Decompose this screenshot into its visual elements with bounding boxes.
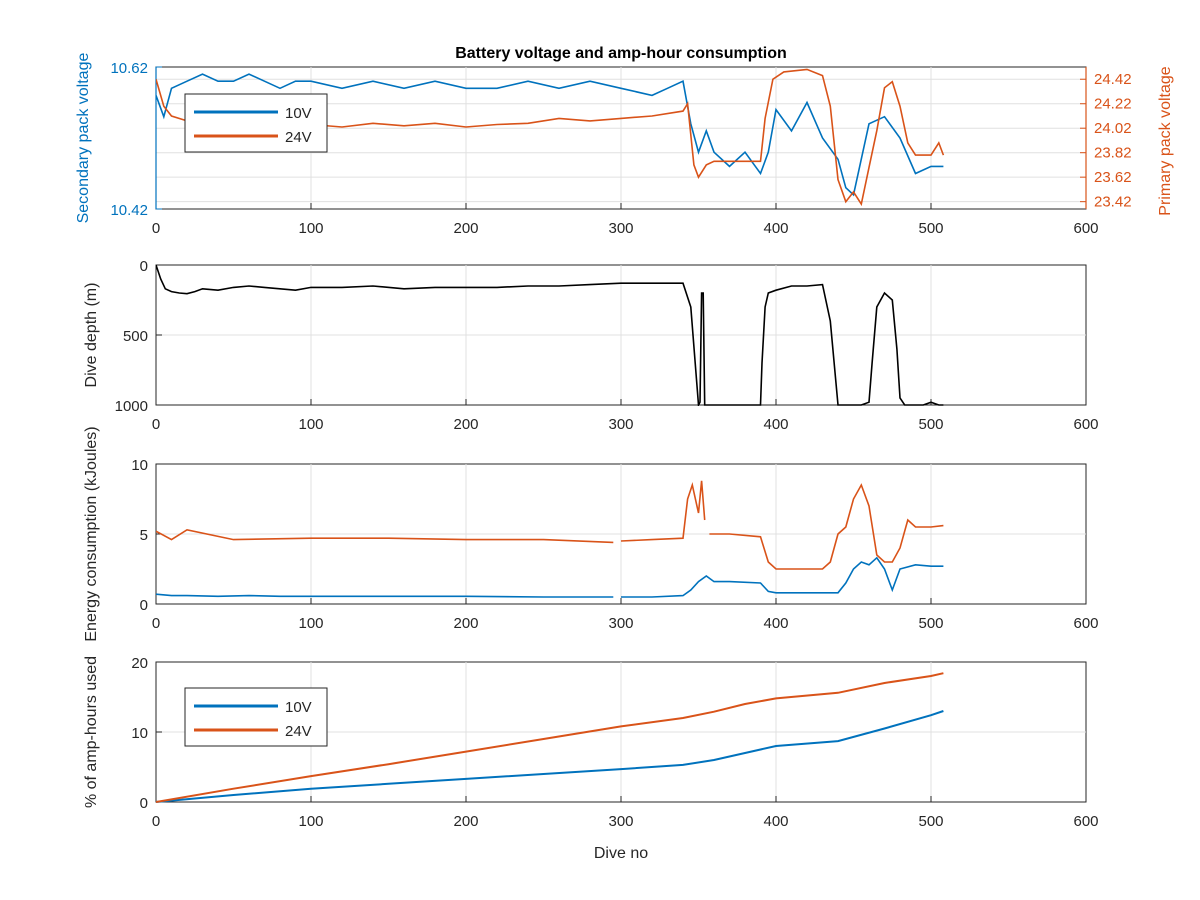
x-tick-label: 100 bbox=[298, 615, 323, 632]
series-line-24V-0 bbox=[156, 672, 944, 803]
x-tick-label: 400 bbox=[763, 615, 788, 632]
y-tick-label: 500 bbox=[123, 328, 148, 345]
x-tick-label: 600 bbox=[1073, 615, 1098, 632]
y-left-tick-label: 10.62 bbox=[110, 60, 148, 77]
x-tick-label: 0 bbox=[152, 220, 160, 237]
y-tick-label: 10 bbox=[131, 457, 148, 474]
y-tick-label: 1000 bbox=[115, 398, 148, 415]
series-line-depth-0 bbox=[156, 264, 944, 406]
y-axis-label: Dive depth (m) bbox=[83, 283, 100, 388]
x-axis-label: Dive no bbox=[594, 845, 648, 862]
x-tick-label: 0 bbox=[152, 615, 160, 632]
x-tick-label: 200 bbox=[453, 416, 478, 433]
axes-voltage: 0 100 200 300 400 500 600 10.42 10.62 23.42 23.62 2… bbox=[75, 45, 1174, 237]
x-tick-label: 600 bbox=[1073, 813, 1098, 830]
y-tick-label: 0 bbox=[140, 258, 148, 275]
legend-box bbox=[184, 93, 328, 153]
x-tick-label: 300 bbox=[608, 615, 633, 632]
x-tick-label: 300 bbox=[608, 220, 633, 237]
y-tick-label: 10 bbox=[131, 725, 148, 742]
x-tick-label: 100 bbox=[298, 416, 323, 433]
legend-label-24V: 24V bbox=[285, 723, 312, 740]
x-tick-label: 300 bbox=[608, 416, 633, 433]
x-tick-label: 0 bbox=[152, 813, 160, 830]
chart-title: Battery voltage and amp-hour consumption bbox=[455, 45, 787, 62]
series-line-24V-1 bbox=[620, 480, 706, 542]
x-tick-label: 100 bbox=[298, 813, 323, 830]
series-line-10V-1 bbox=[621, 556, 944, 598]
x-tick-label: 400 bbox=[763, 220, 788, 237]
y-tick-label: 0 bbox=[140, 597, 148, 614]
y-right-tick-label: 24.42 bbox=[1094, 71, 1132, 88]
axes-amphours: 0 100 200 300 400 500 600 0 10 20 % of amp-hours u… bbox=[83, 655, 1099, 862]
y-right-tick-label: 24.02 bbox=[1094, 120, 1132, 137]
y-axis-label: Energy consumption (kJoules) bbox=[83, 426, 100, 641]
y-right-tick-label: 24.22 bbox=[1094, 96, 1132, 113]
x-tick-label: 400 bbox=[763, 416, 788, 433]
legend-box bbox=[184, 687, 328, 747]
legend-label-10V: 10V bbox=[285, 105, 312, 122]
y-tick-label: 20 bbox=[131, 655, 148, 672]
x-tick-label: 200 bbox=[453, 220, 478, 237]
x-tick-label: 500 bbox=[918, 416, 943, 433]
y-right-tick-label: 23.82 bbox=[1094, 145, 1132, 162]
x-tick-label: 200 bbox=[453, 615, 478, 632]
y-left-tick-label: 10.42 bbox=[110, 202, 148, 219]
series-line-24V-2 bbox=[709, 483, 944, 570]
y-left-axis-label: Secondary pack voltage bbox=[75, 53, 92, 224]
series-line-24V bbox=[156, 68, 945, 207]
x-tick-label: 500 bbox=[918, 615, 943, 632]
x-tick-label: 100 bbox=[298, 220, 323, 237]
x-tick-label: 300 bbox=[608, 813, 633, 830]
legend-label-24V: 24V bbox=[285, 129, 312, 146]
y-right-tick-label: 23.62 bbox=[1094, 169, 1132, 186]
axes-energy: 0 100 200 300 400 500 600 0 5 10 Energy consumptio… bbox=[83, 426, 1099, 641]
x-tick-label: 600 bbox=[1073, 416, 1098, 433]
axes-depth: 0 100 200 300 400 500 600 0 500 1000 Dive depth (m… bbox=[83, 258, 1099, 433]
x-tick-label: 200 bbox=[453, 813, 478, 830]
y-tick-label: 5 bbox=[140, 527, 148, 544]
series-line-10V-0 bbox=[156, 593, 614, 598]
series-line-24V-0 bbox=[156, 528, 614, 544]
x-tick-label: 500 bbox=[918, 813, 943, 830]
x-tick-label: 400 bbox=[763, 813, 788, 830]
y-right-axis-label: Primary pack voltage bbox=[1157, 66, 1174, 215]
y-tick-label: 0 bbox=[140, 795, 148, 812]
y-axis-label: % of amp-hours used bbox=[83, 656, 100, 808]
x-tick-label: 0 bbox=[152, 416, 160, 433]
legend-label-10V: 10V bbox=[285, 699, 312, 716]
x-tick-label: 500 bbox=[918, 220, 943, 237]
series-line-10V-0 bbox=[156, 710, 944, 803]
x-tick-label: 600 bbox=[1073, 220, 1098, 237]
series-line-10V bbox=[156, 73, 944, 197]
y-right-tick-label: 23.42 bbox=[1094, 194, 1132, 211]
